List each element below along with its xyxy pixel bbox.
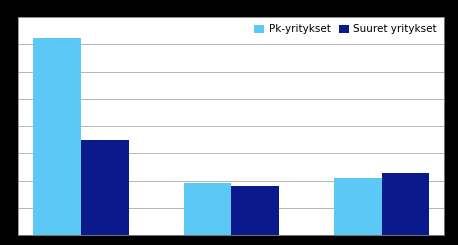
Bar [33, 37, 81, 235]
Legend: Pk-yritykset, Suuret yritykset: Pk-yritykset, Suuret yritykset [252, 22, 439, 37]
Bar [231, 186, 279, 235]
Bar [382, 172, 429, 235]
Bar [184, 184, 231, 235]
Bar [334, 178, 382, 235]
Bar [81, 140, 129, 235]
